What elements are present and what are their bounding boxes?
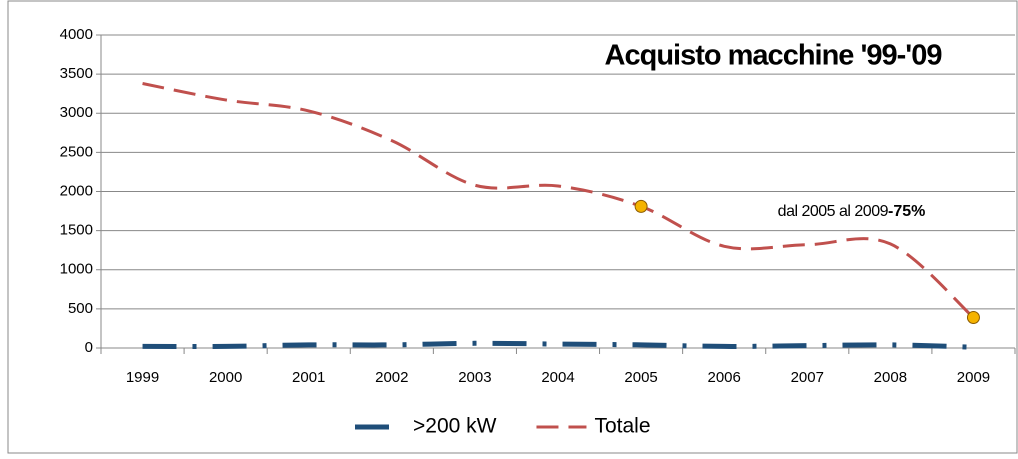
x-tick-label: 1999 [126, 369, 159, 386]
line-series [142, 82, 975, 319]
y-tick-label: 1500 [60, 222, 93, 239]
x-tick-label: 2004 [541, 369, 574, 386]
x-tick-label: 2007 [791, 369, 824, 386]
chart-border [7, 0, 1018, 454]
x-tick-label: 2003 [458, 369, 491, 386]
x-tick-label: 2005 [624, 369, 657, 386]
y-tick-label: 4000 [60, 26, 93, 43]
x-tick-label: 2006 [707, 369, 740, 386]
y-tick-label: 2500 [60, 143, 93, 160]
legend-label: Totale [594, 415, 650, 438]
annotation-highlight: -75% [888, 203, 925, 220]
x-tick-label: 2009 [957, 369, 990, 386]
line-series [142, 340, 974, 350]
point-marker [966, 310, 980, 324]
y-tick-label: 500 [68, 300, 93, 317]
chart-title: Acquisto macchine '99-'09 [605, 40, 943, 72]
point-marker [634, 199, 648, 213]
y-tick-label: 0 [85, 339, 93, 356]
y-tick-label: 2000 [60, 182, 93, 199]
x-tick-label: 2002 [375, 369, 408, 386]
x-tick-label: 2001 [292, 369, 325, 386]
y-tick-label: 3000 [60, 104, 93, 121]
x-tick-label: 2000 [209, 369, 242, 386]
annotation: dal 2005 al 2009 [778, 203, 889, 220]
x-tick-label: 2008 [874, 369, 907, 386]
legend-label: >200 kW [413, 415, 497, 438]
y-tick-label: 1000 [60, 261, 93, 278]
y-tick-label: 3500 [60, 65, 93, 82]
